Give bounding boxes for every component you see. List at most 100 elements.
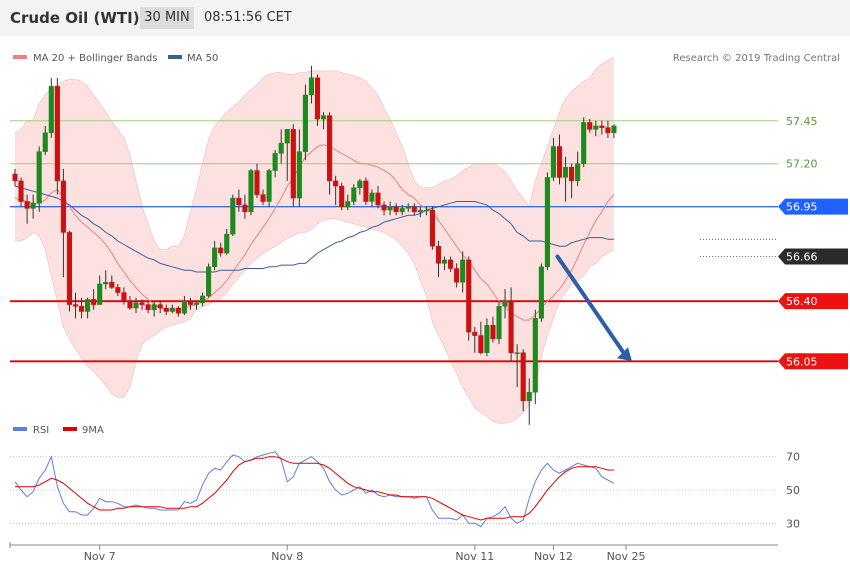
timeframe-badge[interactable]: 30 MIN: [140, 7, 194, 29]
instrument-title: Crude Oil (WTI): [10, 9, 140, 27]
candle-body: [224, 233, 230, 254]
candle-body: [127, 300, 133, 309]
candle-body: [314, 77, 321, 120]
copyright-text: Research © 2019 Trading Central: [673, 53, 840, 64]
forecast-arrow: [555, 254, 632, 362]
candle-body: [581, 122, 587, 164]
candle-body: [327, 115, 333, 182]
candle-body: [115, 287, 121, 293]
bollinger-band-area: [15, 57, 614, 424]
candle-body: [387, 206, 393, 211]
ma20-legend-label: MA 20 + Bollinger Bands: [33, 53, 157, 64]
candle-body: [369, 192, 375, 202]
candle-body: [79, 306, 85, 312]
level-label-support: 56.40: [786, 295, 818, 308]
candle-body: [544, 177, 550, 268]
candle-body: [399, 208, 405, 213]
level-label-support: 56.05: [786, 355, 818, 368]
level-label-pivot: 56.95: [786, 201, 818, 214]
candle-body: [569, 166, 575, 182]
rsi-series-9ma: [15, 456, 614, 521]
candle-body: [460, 259, 466, 283]
candle-body: [550, 146, 557, 178]
rsi-legend: RSI 9MA: [13, 425, 104, 436]
candle-body: [472, 331, 478, 336]
candle-body: [556, 146, 563, 178]
level-label-current: 56.66: [786, 250, 818, 263]
candle-body: [151, 304, 157, 311]
candle-body: [423, 209, 429, 212]
candle-body: [381, 204, 387, 211]
candle-body: [605, 127, 611, 134]
candle-body: [260, 194, 266, 202]
candle-body: [296, 151, 302, 199]
rsi-tick-label: 50: [786, 484, 800, 497]
candle-body: [599, 125, 605, 128]
candle-body: [163, 307, 169, 312]
rsi-tick-label: 30: [786, 517, 800, 530]
candle-body: [363, 180, 369, 202]
price-levels: [10, 120, 778, 363]
ma9-legend-swatch: [63, 427, 77, 431]
candle-body: [333, 180, 339, 187]
candle-body: [321, 115, 327, 120]
candle-body: [508, 300, 514, 353]
candle-body: [417, 209, 423, 213]
candle-body: [278, 142, 284, 154]
candle-body: [405, 206, 411, 209]
price-legend: MA 20 + Bollinger Bands MA 50 Research ©…: [13, 53, 840, 64]
candle-body: [611, 125, 617, 134]
ma50-legend-label: MA 50: [187, 53, 218, 64]
candle-body: [236, 197, 242, 206]
timestamp: 08:51:56 CET: [204, 10, 292, 25]
candle-body: [157, 304, 163, 309]
candle-body: [357, 180, 363, 189]
candle-body: [85, 299, 91, 312]
candle-body: [254, 170, 260, 195]
level-tag-current: [778, 248, 848, 265]
candle-body: [429, 209, 435, 247]
candle-body: [290, 129, 296, 199]
candle-body: [103, 282, 109, 285]
level-label-resistance: 57.45: [786, 115, 818, 128]
candle-body: [181, 300, 187, 314]
candle-body: [442, 259, 448, 264]
bollinger-lower-line: [15, 218, 615, 424]
x-axis: Nov 7 Nov 8 Nov 11 Nov 12 Nov 25: [9, 542, 778, 563]
candle-body: [308, 77, 314, 96]
candle-body: [411, 206, 417, 213]
rsi-tick-label: 70: [786, 451, 800, 464]
rsi-series-rsi: [14, 451, 615, 528]
level-tag-pivot: [778, 198, 848, 215]
rsi-panel: 30 50 70: [10, 451, 800, 530]
candle-body: [339, 185, 345, 207]
candle-body: [351, 187, 357, 202]
candle-body: [284, 129, 290, 144]
level-label-resistance: 57.20: [786, 158, 818, 171]
candle-body: [91, 299, 97, 305]
bollinger-bands: [14, 56, 615, 424]
candle-body: [54, 86, 60, 182]
ma50-line: [14, 185, 614, 273]
bollinger-upper-line: [14, 56, 615, 251]
candle-body: [248, 170, 254, 213]
candle-body: [36, 151, 42, 204]
candle-body: [302, 94, 308, 152]
candle-body: [48, 86, 54, 134]
candle-body: [206, 266, 212, 297]
candle-body: [42, 132, 48, 152]
candle-body: [502, 300, 508, 307]
candle-body: [532, 318, 538, 393]
candle-body: [484, 324, 490, 353]
candle-body: [30, 202, 36, 209]
level-labels: 57.45 57.20 56.95 56.66 56.40 56.05: [778, 115, 848, 370]
ma20-line: [14, 144, 615, 321]
candle-body: [145, 304, 151, 311]
candle-body: [496, 306, 502, 340]
candle-body: [218, 247, 224, 254]
forecast-arrow-shaft: [555, 254, 626, 356]
candle-body: [448, 259, 454, 269]
candle-body: [18, 180, 24, 202]
candle-body: [97, 283, 103, 305]
